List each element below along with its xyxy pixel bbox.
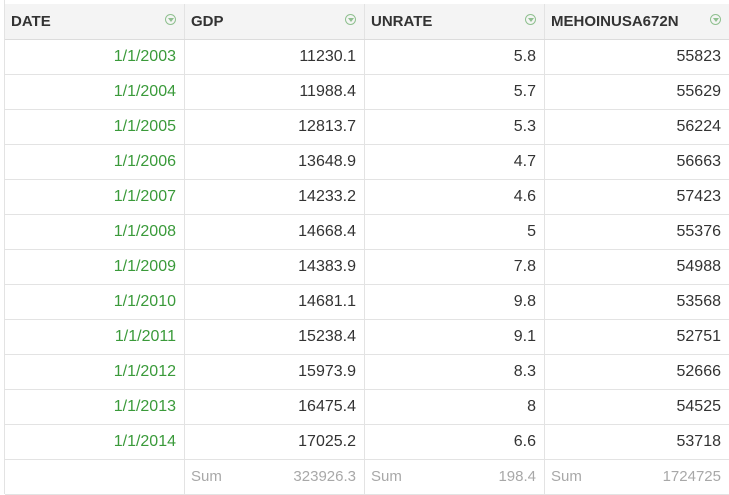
cell-unrate[interactable]: 4.7 <box>365 145 545 179</box>
cell-income[interactable]: 56224 <box>676 118 722 135</box>
cell-date[interactable]: 1/1/2010 <box>5 285 185 319</box>
sum-label: Sum <box>191 468 222 485</box>
filter-dropdown-icon[interactable] <box>345 14 356 25</box>
cell-gdp[interactable]: 14668.4 <box>185 215 365 249</box>
table-row[interactable]: 1/1/2010 14681.1 9.8 53568 <box>5 285 729 320</box>
cell-unrate[interactable]: 5.8 <box>365 40 545 74</box>
cell-income[interactable]: 52666 <box>676 363 722 380</box>
cell-income[interactable]: 53568 <box>676 293 722 310</box>
cell-date[interactable]: 1/1/2003 <box>5 40 185 74</box>
cell-income[interactable]: 52751 <box>676 328 722 345</box>
column-header-unrate[interactable]: UNRATE <box>365 4 545 39</box>
cell-unrate[interactable]: 8.3 <box>365 355 545 389</box>
cell-income[interactable]: 53718 <box>676 433 722 450</box>
cell-gdp[interactable]: 11230.1 <box>185 40 365 74</box>
column-header-label: GDP <box>191 13 224 30</box>
column-header-mehoinusa672n[interactable]: MEHOINUSA672N <box>545 4 729 39</box>
data-table: DATE GDP UNRATE MEHOINUSA672N 1/1/2003 11… <box>5 0 729 495</box>
cell-gdp[interactable]: 11988.4 <box>185 75 365 109</box>
filter-dropdown-icon[interactable] <box>525 14 536 25</box>
table-row[interactable]: 1/1/2003 11230.1 5.8 55823 <box>5 40 729 75</box>
filter-dropdown-icon[interactable] <box>710 14 721 25</box>
cell-gdp[interactable]: 15238.4 <box>185 320 365 354</box>
cell-gdp[interactable]: 13648.9 <box>185 145 365 179</box>
table-row[interactable]: 1/1/2013 16475.4 8 54525 <box>5 390 729 425</box>
table-row[interactable]: 1/1/2008 14668.4 5 55376 <box>5 215 729 250</box>
cell-gdp[interactable]: 14383.9 <box>185 250 365 284</box>
cell-date[interactable]: 1/1/2012 <box>5 355 185 389</box>
cell-gdp[interactable]: 17025.2 <box>185 425 365 459</box>
cell-date[interactable]: 1/1/2011 <box>5 320 185 354</box>
sum-label: Sum <box>551 468 582 485</box>
cell-gdp[interactable]: 16475.4 <box>185 390 365 424</box>
cell-date[interactable]: 1/1/2006 <box>5 145 185 179</box>
sum-label: Sum <box>371 468 402 485</box>
cell-income[interactable]: 55376 <box>676 223 722 240</box>
cell-date[interactable]: 1/1/2007 <box>5 180 185 214</box>
table-row[interactable]: 1/1/2007 14233.2 4.6 57423 <box>5 180 729 215</box>
cell-income[interactable]: 56663 <box>676 153 722 170</box>
cell-income[interactable]: 54525 <box>676 398 722 415</box>
table-row[interactable]: 1/1/2006 13648.9 4.7 56663 <box>5 145 729 180</box>
cell-date[interactable]: 1/1/2014 <box>5 425 185 459</box>
cell-unrate[interactable]: 6.6 <box>365 425 545 459</box>
cell-unrate[interactable]: 8 <box>365 390 545 424</box>
header-row: DATE GDP UNRATE MEHOINUSA672N <box>5 4 729 40</box>
sum-value: 198.4 <box>498 468 536 485</box>
cell-date[interactable]: 1/1/2009 <box>5 250 185 284</box>
cell-date[interactable]: 1/1/2004 <box>5 75 185 109</box>
cell-gdp[interactable]: 12813.7 <box>185 110 365 144</box>
sum-value: 1724725 <box>662 468 721 485</box>
cell-unrate[interactable]: 9.1 <box>365 320 545 354</box>
cell-gdp[interactable]: 14233.2 <box>185 180 365 214</box>
column-header-label: UNRATE <box>371 13 433 30</box>
cell-unrate[interactable]: 9.8 <box>365 285 545 319</box>
cell-unrate[interactable]: 7.8 <box>365 250 545 284</box>
summary-cell-unrate[interactable]: Sum 198.4 <box>365 460 545 494</box>
column-header-label: MEHOINUSA672N <box>551 13 679 30</box>
cell-income[interactable]: 55823 <box>676 48 722 65</box>
summary-cell-gdp[interactable]: Sum 323926.3 <box>185 460 365 494</box>
cell-gdp[interactable]: 15973.9 <box>185 355 365 389</box>
cell-income[interactable]: 55629 <box>676 83 722 100</box>
cell-date[interactable]: 1/1/2008 <box>5 215 185 249</box>
cell-unrate[interactable]: 5.7 <box>365 75 545 109</box>
summary-row: Sum 323926.3 Sum 198.4 Sum 1724725 <box>5 460 729 495</box>
table-row[interactable]: 1/1/2011 15238.4 9.1 52751 <box>5 320 729 355</box>
cell-unrate[interactable]: 5 <box>365 215 545 249</box>
column-header-gdp[interactable]: GDP <box>185 4 365 39</box>
table-row[interactable]: 1/1/2009 14383.9 7.8 54988 <box>5 250 729 285</box>
cell-unrate[interactable]: 4.6 <box>365 180 545 214</box>
cell-income[interactable]: 54988 <box>676 258 722 275</box>
cell-gdp[interactable]: 14681.1 <box>185 285 365 319</box>
cell-date[interactable]: 1/1/2013 <box>5 390 185 424</box>
cell-income[interactable]: 57423 <box>676 188 722 205</box>
filter-dropdown-icon[interactable] <box>165 14 176 25</box>
table-row[interactable]: 1/1/2004 11988.4 5.7 55629 <box>5 75 729 110</box>
cell-unrate[interactable]: 5.3 <box>365 110 545 144</box>
cell-date[interactable]: 1/1/2005 <box>5 110 185 144</box>
table-row[interactable]: 1/1/2012 15973.9 8.3 52666 <box>5 355 729 390</box>
summary-cell-date <box>5 460 185 494</box>
sum-value: 323926.3 <box>293 468 356 485</box>
table-row[interactable]: 1/1/2005 12813.7 5.3 56224 <box>5 110 729 145</box>
row-gutter <box>0 0 5 494</box>
column-header-label: DATE <box>11 13 51 30</box>
column-header-date[interactable]: DATE <box>5 4 185 39</box>
summary-cell-income[interactable]: Sum 1724725 <box>545 460 729 494</box>
table-row[interactable]: 1/1/2014 17025.2 6.6 53718 <box>5 425 729 460</box>
